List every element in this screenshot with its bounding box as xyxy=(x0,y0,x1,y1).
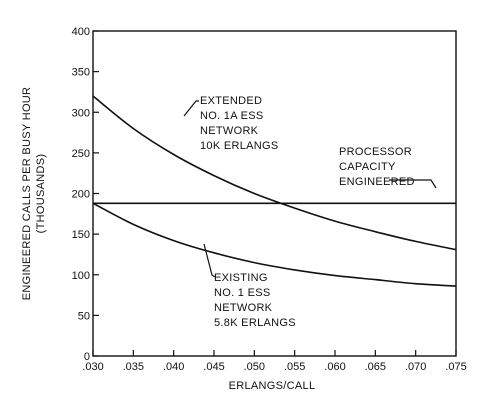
y-tick-label: 150 xyxy=(72,229,90,241)
ticks: 0 50 100 150 200 250 300 350 400 .030 .035 .040 .045… xyxy=(72,26,467,373)
annotation-line: PROCESSOR xyxy=(339,146,412,158)
x-tick-label: .065 xyxy=(365,361,386,373)
leader-line xyxy=(389,179,437,189)
leader-line xyxy=(203,243,216,278)
x-tick-label: .030 xyxy=(82,361,103,373)
y-tick-label: 0 xyxy=(84,351,90,363)
x-tick-label: .070 xyxy=(405,361,426,373)
annotation-extended: EXTENDED NO. 1A ESS NETWORK 10K ERLANGS xyxy=(183,95,279,152)
x-tick-label: .075 xyxy=(445,361,466,373)
plot-frame xyxy=(92,30,457,357)
y-tick-label: 200 xyxy=(72,189,90,201)
x-tick-label: .040 xyxy=(163,361,184,373)
y-tick-label: 300 xyxy=(72,107,90,119)
annotation-line: 5.8K ERLANGS xyxy=(214,317,296,329)
y-tick-label: 50 xyxy=(78,310,90,322)
series-lines xyxy=(92,95,457,287)
y-axis-subtitle: (THOUSANDS) xyxy=(35,154,47,234)
annotation-line: NO. 1A ESS xyxy=(200,110,264,122)
annotation-line: 10K ERLANGS xyxy=(200,140,279,152)
annotations: EXTENDED NO. 1A ESS NETWORK 10K ERLANGS EXIS… xyxy=(183,95,437,329)
annotation-line: ENGINEERED xyxy=(339,176,415,188)
annotation-line: EXISTING xyxy=(214,272,268,284)
leader-line xyxy=(183,100,199,117)
x-axis-title: ERLANGS/CALL xyxy=(229,380,316,392)
annotation-processor: PROCESSOR CAPACITY ENGINEERED xyxy=(339,146,437,189)
y-tick-label: 350 xyxy=(72,67,90,79)
annotation-existing: EXISTING NO. 1 ESS NETWORK 5.8K ERLANGS xyxy=(203,243,296,329)
x-tick-label: .045 xyxy=(203,361,224,373)
y-tick-label: 250 xyxy=(72,148,90,160)
x-tick-label: .055 xyxy=(284,361,305,373)
x-tick-label: .050 xyxy=(244,361,265,373)
annotation-line: NO. 1 ESS xyxy=(214,287,271,299)
x-tick-label: .035 xyxy=(123,361,144,373)
annotation-line: CAPACITY xyxy=(339,161,396,173)
series-extended-1a-ess xyxy=(92,95,457,251)
series-existing-1-ess xyxy=(92,202,457,287)
axes xyxy=(92,30,457,357)
annotation-line: NETWORK xyxy=(214,302,273,314)
y-axis-title: ENGINEERED CALLS PER BUSY HOUR xyxy=(21,87,33,301)
annotation-line: EXTENDED xyxy=(200,95,262,107)
y-tick-label: 100 xyxy=(72,270,90,282)
annotation-line: NETWORK xyxy=(200,125,259,137)
x-tick-label: .060 xyxy=(324,361,345,373)
y-tick-label: 400 xyxy=(72,26,90,38)
